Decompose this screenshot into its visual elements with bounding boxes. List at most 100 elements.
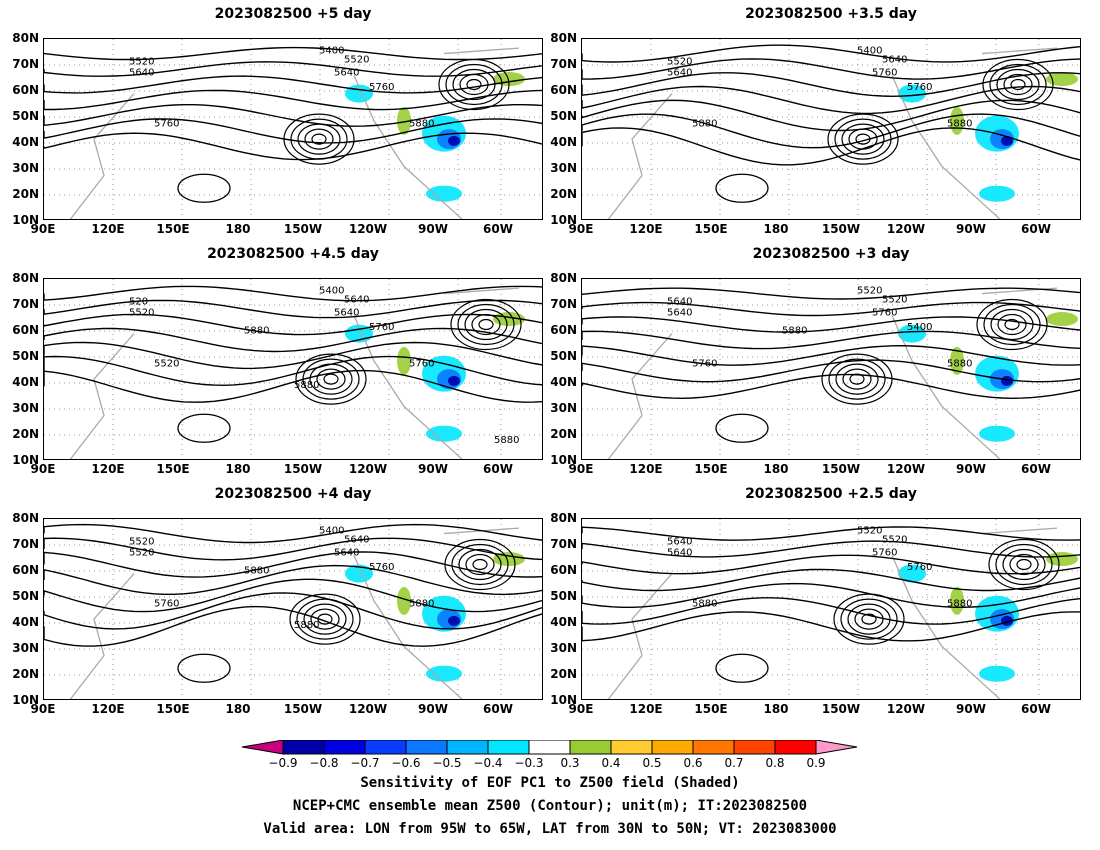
z500-contour	[582, 44, 1080, 63]
lat-tick-label: 60N	[550, 83, 577, 97]
colorbar-min-arrow	[241, 740, 284, 755]
closed-low-contour	[471, 313, 501, 336]
closed-low-contour	[841, 123, 885, 155]
closed-low-contour	[983, 303, 1041, 346]
closed-low-contour	[840, 598, 898, 640]
footer-contour-info: NCEP+CMC ensemble mean Z500 (Contour); u…	[292, 798, 808, 814]
contour-label: 5640	[334, 67, 359, 78]
lat-tick-label: 40N	[12, 135, 39, 149]
lon-tick-label: 120E	[629, 462, 663, 476]
panel-title: 2023082500 +2.5 day	[745, 486, 917, 502]
colorbar-tick-label: 0.9	[806, 756, 826, 770]
lon-tick-label: 90E	[30, 462, 56, 476]
contour-label: 5760	[692, 358, 717, 369]
colorbar-tick-label: −0.7	[350, 756, 380, 770]
sensitivity-shading	[979, 185, 1015, 202]
lat-tick-label: 80N	[550, 31, 577, 45]
contour-label: 5640	[667, 296, 692, 307]
lat-tick-label: 10N	[550, 693, 577, 707]
sensitivity-shading	[979, 665, 1015, 682]
closed-low-contour	[1016, 558, 1032, 571]
lat-tick-label: 50N	[550, 349, 577, 363]
coastline	[607, 47, 1058, 219]
lon-tick-label: 180	[225, 222, 251, 236]
contour-label: 5760	[872, 307, 897, 318]
lat-tick-label: 70N	[12, 297, 39, 311]
high-contour	[715, 413, 769, 443]
closed-low-contour	[289, 593, 361, 645]
contour-label: 5760	[872, 67, 897, 78]
contour-label: 5760	[907, 82, 932, 93]
sensitivity-shading	[448, 135, 460, 146]
colorbar-tick-label: 0.8	[765, 756, 785, 770]
z500-contour	[44, 61, 542, 77]
z500-contour	[582, 85, 1080, 115]
closed-low-contour	[459, 73, 489, 96]
closed-low-contour	[297, 123, 341, 155]
contour-label: 5400	[907, 322, 932, 333]
closed-low-contour	[304, 128, 334, 150]
closed-low-contour	[451, 543, 509, 586]
closed-low-contour	[465, 553, 495, 576]
contour-label: 5520	[882, 535, 907, 546]
contour-label: 5640	[334, 307, 359, 318]
closed-low-contour	[988, 538, 1060, 591]
colorbar-segment	[446, 740, 489, 755]
closed-low-contour	[450, 298, 522, 351]
lat-tick-label: 10N	[550, 453, 577, 467]
sensitivity-shading	[426, 665, 462, 682]
lat-tick-label: 10N	[12, 693, 39, 707]
map-panel: 5520 5640 5520 5640 5760 5760 5880 5880	[581, 518, 1081, 700]
z500-contour	[44, 75, 542, 94]
lon-tick-label: 60W	[1021, 462, 1051, 476]
sensitivity-shading	[979, 425, 1015, 442]
contour-label: 5640	[667, 307, 692, 318]
lat-tick-label: 40N	[12, 375, 39, 389]
contour-label: 5400	[319, 526, 344, 537]
lat-tick-label: 70N	[12, 537, 39, 551]
lat-tick-label: 40N	[550, 615, 577, 629]
closed-low-contour	[976, 298, 1048, 351]
lon-tick-label: 120W	[886, 462, 926, 476]
closed-low-contour	[317, 613, 333, 625]
high-contour	[177, 413, 231, 443]
contour-label: 5640	[344, 535, 369, 546]
lon-tick-label: 180	[225, 702, 251, 716]
closed-low-contour	[478, 318, 494, 331]
lat-tick-label: 10N	[12, 213, 39, 227]
closed-low-contour	[833, 593, 905, 645]
coastline	[69, 47, 520, 219]
colorbar-segment	[733, 740, 776, 755]
map-panel: 5400 5520 5640 5520 5640 5760 5760 5880 5880 5880	[43, 518, 543, 700]
colorbar-segment	[405, 740, 448, 755]
colorbar-segment	[323, 740, 366, 755]
sensitivity-shading	[426, 185, 462, 202]
lat-tick-label: 80N	[550, 511, 577, 525]
map-canvas: 5400 520 5640 5520 5640 5760 5520 5760 5880 5880 5…	[44, 279, 542, 459]
z500-contour	[44, 46, 542, 61]
contour-label: 5520	[857, 526, 882, 537]
lat-tick-label: 20N	[550, 187, 577, 201]
lon-tick-label: 90E	[30, 222, 56, 236]
contour-label: 5880	[409, 598, 434, 609]
contour-label: 5640	[129, 67, 154, 78]
lon-tick-label: 150E	[694, 462, 728, 476]
z500-contour	[44, 299, 542, 319]
closed-low-contour	[445, 63, 503, 106]
contour-label: 5640	[667, 547, 692, 558]
lat-tick-label: 20N	[12, 667, 39, 681]
lat-tick-label: 70N	[550, 537, 577, 551]
lat-tick-label: 30N	[12, 161, 39, 175]
colorbar-tick-label: −0.5	[432, 756, 462, 770]
lon-tick-label: 90E	[30, 702, 56, 716]
lon-tick-label: 60W	[483, 222, 513, 236]
closed-low-contour	[995, 543, 1053, 586]
z500-contour	[44, 341, 542, 370]
z500-contour	[44, 551, 542, 578]
footer-title: Sensitivity of EOF PC1 to Z500 field (Sh…	[360, 775, 740, 791]
contour-label: 5880	[947, 118, 972, 129]
high-contour	[177, 173, 231, 203]
lat-tick-label: 70N	[550, 57, 577, 71]
closed-low-contour	[452, 68, 496, 101]
